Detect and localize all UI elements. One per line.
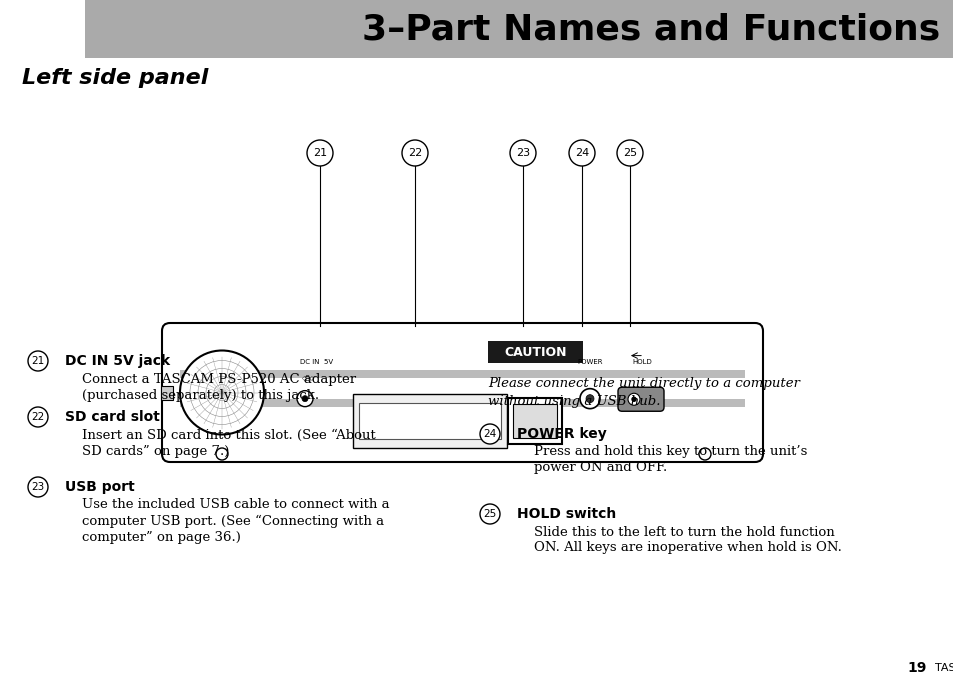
Text: 25: 25 bbox=[483, 509, 497, 519]
Circle shape bbox=[401, 140, 428, 166]
Text: POWER key: POWER key bbox=[517, 427, 606, 441]
Text: ◇⬥◇: ◇⬥◇ bbox=[302, 375, 314, 381]
Text: 22: 22 bbox=[408, 148, 421, 158]
Text: 24: 24 bbox=[575, 148, 589, 158]
Text: DC IN 5V jack: DC IN 5V jack bbox=[65, 354, 170, 368]
Circle shape bbox=[627, 393, 639, 405]
Text: Press and hold this key to turn the unit’s: Press and hold this key to turn the unit… bbox=[534, 445, 806, 458]
Circle shape bbox=[302, 396, 308, 401]
Text: HOLD: HOLD bbox=[632, 359, 651, 365]
Text: Please connect the unit directly to a computer: Please connect the unit directly to a co… bbox=[488, 377, 800, 390]
Text: Connect a TASCAM PS-P520 AC adapter: Connect a TASCAM PS-P520 AC adapter bbox=[82, 372, 355, 386]
Text: without using a USB hub.: without using a USB hub. bbox=[488, 394, 659, 407]
Text: DC IN  5V: DC IN 5V bbox=[299, 359, 333, 365]
Circle shape bbox=[579, 389, 599, 409]
FancyBboxPatch shape bbox=[358, 403, 500, 439]
Circle shape bbox=[180, 351, 264, 434]
Text: TASCAM  GT-R1: TASCAM GT-R1 bbox=[934, 663, 953, 673]
Text: Left side panel: Left side panel bbox=[22, 68, 208, 88]
Circle shape bbox=[585, 394, 594, 403]
FancyBboxPatch shape bbox=[353, 394, 506, 448]
Circle shape bbox=[699, 448, 710, 460]
FancyBboxPatch shape bbox=[161, 386, 172, 399]
Text: 23: 23 bbox=[516, 148, 530, 158]
Text: power ON and OFF.: power ON and OFF. bbox=[534, 462, 666, 475]
Text: HOLD switch: HOLD switch bbox=[517, 507, 616, 521]
Text: (purchased separately) to this jack.: (purchased separately) to this jack. bbox=[82, 388, 319, 401]
FancyBboxPatch shape bbox=[513, 404, 557, 438]
FancyBboxPatch shape bbox=[507, 398, 561, 444]
Text: computer USB port. (See “Connecting with a: computer USB port. (See “Connecting with… bbox=[82, 514, 384, 528]
Circle shape bbox=[479, 424, 499, 444]
Circle shape bbox=[479, 504, 499, 524]
Text: 21: 21 bbox=[31, 356, 45, 366]
FancyBboxPatch shape bbox=[488, 341, 582, 363]
Circle shape bbox=[307, 140, 333, 166]
Text: 25: 25 bbox=[622, 148, 637, 158]
Text: CAUTION: CAUTION bbox=[504, 346, 566, 359]
Circle shape bbox=[296, 390, 313, 407]
Text: SD cards” on page 7.): SD cards” on page 7.) bbox=[82, 445, 229, 458]
Text: Use the included USB cable to connect with a: Use the included USB cable to connect wi… bbox=[82, 499, 389, 512]
Text: Slide this to the left to turn the hold function: Slide this to the left to turn the hold … bbox=[534, 525, 834, 539]
Circle shape bbox=[510, 140, 536, 166]
FancyBboxPatch shape bbox=[162, 323, 762, 462]
Circle shape bbox=[568, 140, 595, 166]
FancyBboxPatch shape bbox=[85, 0, 953, 58]
FancyBboxPatch shape bbox=[180, 370, 744, 378]
Circle shape bbox=[28, 407, 48, 427]
Text: SD card slot: SD card slot bbox=[65, 410, 160, 424]
Text: USB port: USB port bbox=[65, 480, 134, 494]
Text: 23: 23 bbox=[31, 482, 45, 492]
Text: POWER: POWER bbox=[577, 359, 602, 365]
FancyBboxPatch shape bbox=[180, 399, 744, 407]
Text: computer” on page 36.): computer” on page 36.) bbox=[82, 530, 240, 543]
Text: 21: 21 bbox=[313, 148, 327, 158]
Text: 22: 22 bbox=[31, 412, 45, 422]
Text: 3–Part Names and Functions: 3–Part Names and Functions bbox=[361, 12, 939, 46]
Text: 24: 24 bbox=[483, 429, 497, 439]
Text: 19: 19 bbox=[906, 661, 926, 675]
FancyBboxPatch shape bbox=[618, 388, 663, 412]
Circle shape bbox=[28, 477, 48, 497]
Text: Insert an SD card into this slot. (See “About: Insert an SD card into this slot. (See “… bbox=[82, 429, 375, 442]
Circle shape bbox=[617, 140, 642, 166]
Text: ON. All keys are inoperative when hold is ON.: ON. All keys are inoperative when hold i… bbox=[534, 541, 841, 554]
Circle shape bbox=[28, 351, 48, 371]
Circle shape bbox=[215, 448, 228, 460]
Circle shape bbox=[631, 397, 636, 401]
